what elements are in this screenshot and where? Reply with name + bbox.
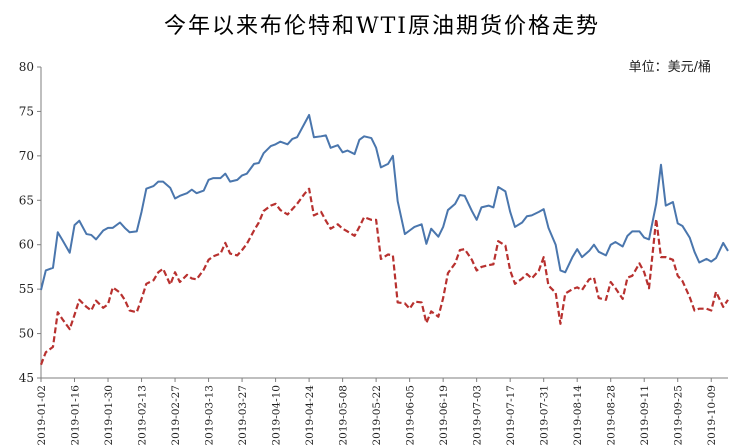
x-tick-label: 2019-08-14 [572,385,584,445]
y-tick-label: 45 [19,371,34,385]
y-tick-label: 80 [19,60,34,74]
x-tick-label: 2019-05-08 [338,385,350,445]
x-tick-label: 2019-04-24 [304,385,316,445]
unit-label: 单位：美元/桶 [629,60,711,75]
series-line [40,113,729,291]
y-tick-label: 50 [19,327,34,341]
x-axis: 2019-01-02 2019-01-16 2019-01-30 2019-02-13… [36,377,728,445]
x-tick-label: 2019-06-19 [438,385,450,445]
series-line [39,187,729,366]
x-tick-label: 2019-08-28 [606,385,618,445]
x-tick-label: 2019-02-13 [137,385,149,445]
series-solid [40,113,729,291]
y-tick-label: 60 [19,238,34,252]
x-tick-label: 2019-03-27 [237,385,249,445]
x-tick-label: 2019-07-17 [505,385,517,445]
x-tick-label: 2019-05-22 [371,385,383,445]
x-tick-label: 2019-04-10 [271,385,283,445]
x-tick-label: 2019-09-25 [673,385,685,445]
y-tick-label: 70 [19,149,34,163]
y-tick-label: 65 [19,193,34,207]
x-tick-label: 2019-01-16 [70,385,82,445]
x-tick-label: 2019-10-09 [706,385,718,445]
x-tick-label: 2019-02-27 [170,385,182,445]
x-tick-label: 2019-06-05 [405,385,417,445]
x-tick-label: 2019-07-03 [472,385,484,445]
y-axis: 45 50 55 60 65 70 75 80 [19,60,42,385]
series-layer [39,113,729,366]
x-tick-label: 2019-03-13 [204,385,216,445]
x-tick-label: 2019-09-11 [639,385,651,445]
x-tick-label: 2019-07-31 [539,385,551,445]
series-dashed [39,187,729,366]
x-tick-label: 2019-01-30 [103,385,115,445]
y-tick-label: 75 [19,104,34,118]
y-tick-label: 55 [19,282,34,296]
x-tick-label: 2019-01-02 [36,385,48,445]
chart-title: 今年以来布伦特和WTI原油期货价格走势 [164,14,600,39]
